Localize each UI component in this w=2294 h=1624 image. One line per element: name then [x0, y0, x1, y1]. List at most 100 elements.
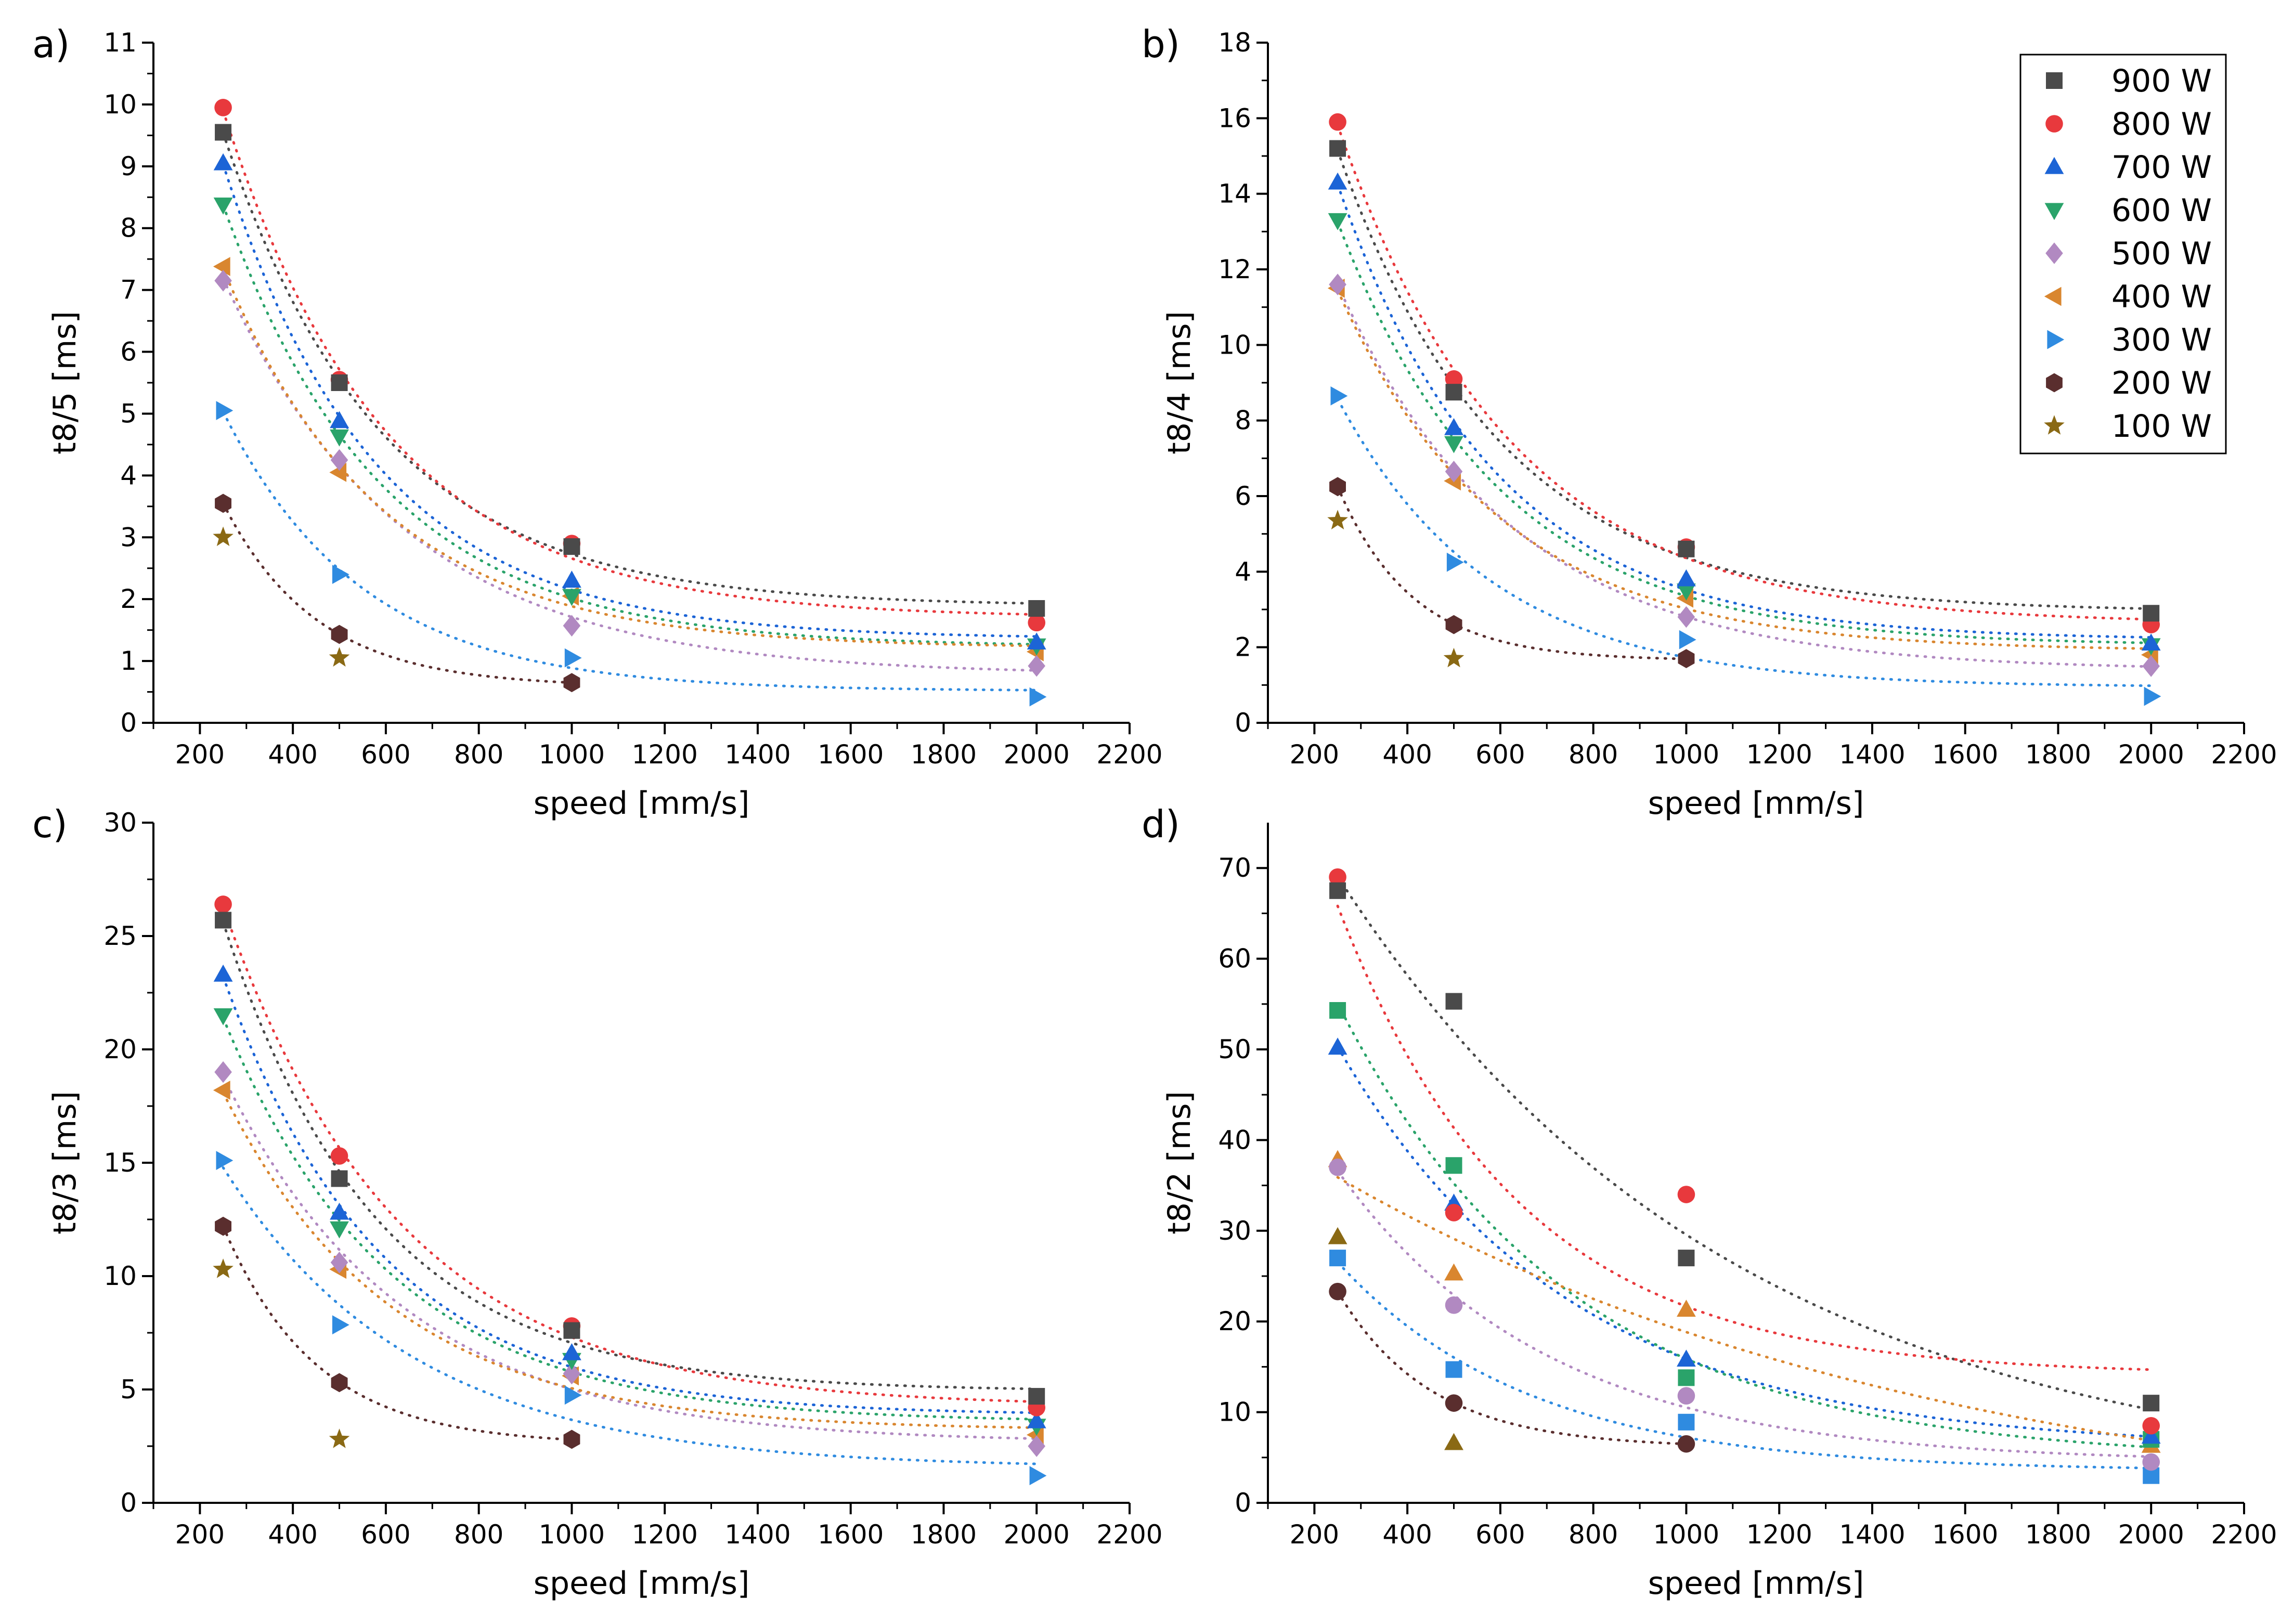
panel-c-point-200-w — [215, 1216, 231, 1236]
panel-c-x-tick-label: 1400 — [724, 1519, 790, 1550]
panel-c-point-300-w — [332, 1315, 349, 1335]
panel-b-point-100-w — [1443, 647, 1464, 668]
panel-d-point-100-w — [1328, 1227, 1347, 1244]
panel-c-point-800-w — [214, 895, 232, 913]
panel-c-point-700-w — [330, 1202, 349, 1220]
panel-d-point-500-w — [2142, 1453, 2160, 1471]
legend-label-600-w: 600 W — [2111, 192, 2212, 229]
panel-a-x-tick-label: 600 — [361, 739, 410, 770]
panel-a-x-axis-title: speed [mm/s] — [534, 785, 750, 822]
panel-a-y-tick-label: 3 — [120, 522, 137, 552]
panel-d-x-tick-label: 400 — [1382, 1519, 1432, 1550]
panel-a-x-tick-label: 1400 — [724, 739, 790, 770]
panel-a-point-200-w — [331, 625, 348, 644]
panel-d: d)200 400 600 800 1000 1200 1400 1600 1800 2000 22… — [1142, 802, 2277, 1602]
panel-d-x-axis-title: speed [mm/s] — [1648, 1565, 1864, 1602]
panel-b-point-700-w — [2141, 633, 2161, 651]
panel-d-x-tick-label: 2000 — [2118, 1519, 2184, 1550]
panel-d-x-tick-label: 800 — [1569, 1519, 1618, 1550]
panel-b-trend-700-w — [1336, 183, 2153, 639]
panel-b-point-500-w — [2142, 655, 2160, 677]
panel-d-x-tick-label: 200 — [1290, 1519, 1339, 1550]
panel-d-x-tick-label: 1800 — [2025, 1519, 2091, 1550]
panel-a-point-400-w — [213, 257, 230, 276]
legend-marker-200-w — [2046, 373, 2063, 393]
legend-marker-400-w — [2044, 287, 2062, 306]
panel-b-y-tick-label: 14 — [1218, 179, 1251, 209]
panel-c-point-800-w — [330, 1147, 348, 1165]
panel-b-point-800-w — [1445, 370, 1463, 388]
panel-d-trend-600-w — [1336, 1002, 2153, 1449]
panel-b-y-tick-label: 4 — [1235, 556, 1251, 587]
panel-d-point-600-w — [1678, 1369, 1695, 1386]
legend-marker-500-w — [2045, 242, 2063, 264]
panel-b-trend-400-w — [1336, 289, 2153, 650]
panel-d-x-tick-label: 1000 — [1653, 1519, 1719, 1550]
panel-c-y-tick-label: 0 — [120, 1488, 137, 1518]
panel-b-trend-200-w — [1336, 485, 1688, 660]
panel-b-x-tick-label: 800 — [1569, 739, 1618, 770]
panel-a-point-400-w — [329, 463, 347, 482]
panel-b-y-tick-label: 16 — [1218, 103, 1251, 133]
panel-c-point-900-w — [563, 1322, 580, 1339]
panel-d-point-900-w — [2143, 1395, 2160, 1412]
panel-c-y-tick-label: 30 — [103, 808, 137, 838]
panel-d-point-500-w — [1677, 1387, 1695, 1405]
panel-c-point-200-w — [563, 1430, 580, 1449]
panel-c-x-axis-title: speed [mm/s] — [534, 1565, 750, 1602]
panel-a-trend-800-w — [222, 109, 1038, 616]
panel-b-y-tick-label: 6 — [1235, 481, 1251, 511]
panel-a-point-800-w — [214, 99, 232, 116]
panel-a-y-tick-label: 6 — [120, 337, 137, 367]
panel-d-point-800-w — [1677, 1186, 1695, 1203]
panel-b-x-tick-label: 1600 — [1932, 739, 1998, 770]
panel-b-point-500-w — [1445, 461, 1463, 483]
panel-b-point-600-w — [1444, 436, 1463, 453]
panel-c: c)200 400 600 800 1000 1200 1400 1600 1800 2000 22… — [32, 802, 1163, 1602]
panel-b-point-900-w — [2143, 605, 2160, 622]
panel-a-y-tick-label: 8 — [120, 213, 137, 243]
panel-a-x-tick-label: 400 — [268, 739, 317, 770]
panel-d-x-tick-label: 600 — [1475, 1519, 1525, 1550]
panel-d-trend-200-w — [1336, 1290, 1688, 1446]
panel-a-point-100-w — [329, 647, 350, 667]
panel-d-point-800-w — [1445, 1204, 1463, 1222]
panel-b-point-800-w — [1329, 113, 1346, 131]
panel-c-trend-700-w — [222, 975, 1038, 1414]
panel-c-point-500-w — [330, 1252, 348, 1274]
panel-c-x-tick-label: 1000 — [539, 1519, 605, 1550]
panel-b-trend-300-w — [1336, 397, 2153, 687]
panel-b-y-tick-label: 12 — [1218, 254, 1251, 284]
panel-b-point-200-w — [1678, 649, 1695, 668]
panel-d-trend-500-w — [1336, 1170, 2153, 1458]
panel-d-point-400-w — [1444, 1263, 1463, 1281]
legend-marker-900-w — [2046, 72, 2063, 89]
panel-b-x-tick-label: 1200 — [1746, 739, 1812, 770]
panel-a-y-tick-label: 4 — [120, 460, 137, 490]
panel-b-x-tick-label: 200 — [1290, 739, 1339, 770]
panel-b-x-tick-label: 2200 — [2211, 739, 2277, 770]
panel-c-point-600-w — [213, 1008, 233, 1025]
panel-c-letter: c) — [32, 802, 68, 846]
panel-d-x-tick-label: 2200 — [2211, 1519, 2277, 1550]
panel-c-y-tick-label: 15 — [103, 1148, 137, 1178]
panel-d-trend-300-w — [1336, 1261, 2153, 1470]
panel-b-point-200-w — [1329, 477, 1346, 497]
panel-b-x-tick-label: 1400 — [1839, 739, 1905, 770]
panel-c-x-tick-label: 600 — [361, 1519, 410, 1550]
panel-c-x-tick-label: 1200 — [632, 1519, 698, 1550]
panel-c-x-tick-label: 800 — [454, 1519, 503, 1550]
panel-c-trend-600-w — [222, 1017, 1038, 1421]
panel-d-point-300-w — [1678, 1413, 1695, 1431]
panel-a-trend-600-w — [222, 203, 1038, 646]
panel-b-y-tick-label: 0 — [1235, 708, 1251, 738]
panel-d-trend-800-w — [1336, 904, 2153, 1371]
panel-d-trend-700-w — [1336, 1045, 2153, 1438]
panel-b-point-900-w — [1678, 540, 1695, 557]
legend-label-200-w: 200 W — [2111, 365, 2212, 401]
panel-a-point-600-w — [330, 429, 349, 447]
panel-c-y-axis-title: t8/3 [ms] — [47, 1091, 83, 1235]
panel-d-point-400-w — [1677, 1300, 1696, 1317]
panel-b-point-700-w — [1444, 418, 1463, 435]
